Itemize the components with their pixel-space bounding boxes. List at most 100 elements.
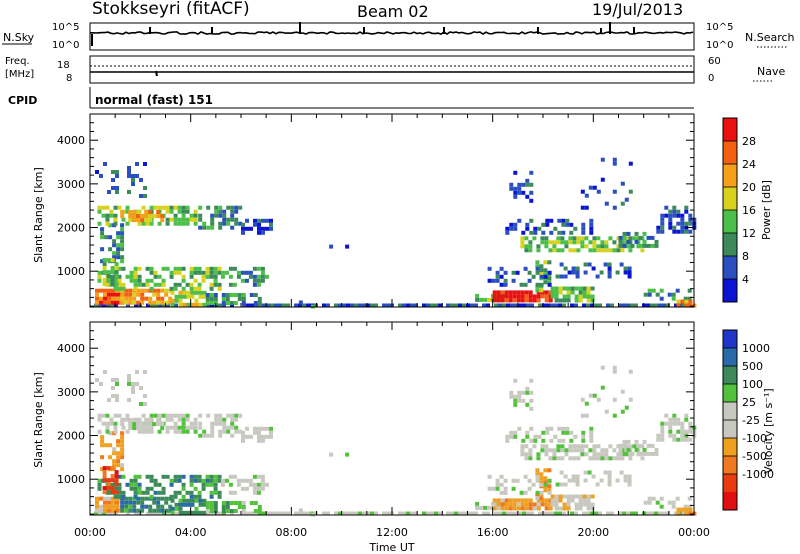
power-cell (139, 178, 143, 182)
velocity-cell (529, 426, 534, 431)
power-cell (568, 240, 573, 245)
power-colorbar-tick-label-3: 16 (742, 204, 756, 217)
power-cell (103, 296, 107, 301)
power-cell (554, 290, 559, 295)
power-cell (688, 303, 693, 308)
power-cell (539, 288, 544, 293)
nsky-spikes (91, 22, 635, 46)
power-cell (682, 303, 686, 308)
freq-label: Freq. (5, 56, 30, 67)
velocity-cell (426, 511, 430, 516)
velocity-cell (238, 429, 243, 434)
power-cell (241, 226, 245, 231)
velocity-cell (525, 430, 530, 435)
velocity-cell (115, 394, 119, 398)
power-cell (604, 244, 609, 249)
velocity-cell (655, 500, 660, 505)
velocity-cell (140, 496, 145, 501)
velocity-cell (525, 386, 530, 391)
power-cell (144, 288, 149, 293)
velocity-cell (115, 398, 119, 402)
velocity-cell (547, 484, 552, 489)
velocity-cell (209, 505, 214, 509)
velocity-cell (646, 511, 650, 516)
power-cell (111, 178, 115, 182)
velocity-cell (672, 421, 677, 426)
velocity-cell (170, 498, 175, 503)
power-cell (402, 303, 406, 308)
velocity-cell (164, 500, 169, 505)
velocity-cell (128, 504, 133, 509)
power-cell (634, 303, 638, 308)
power-cell (590, 294, 595, 299)
velocity-cell (382, 511, 386, 516)
power-cell (680, 225, 685, 230)
velocity-cell (165, 429, 170, 434)
power-cell (572, 248, 577, 253)
velocity-cell (105, 490, 110, 495)
power-cell (218, 225, 223, 230)
velocity-cell (562, 502, 567, 507)
power-cell (132, 292, 137, 297)
power-cell (500, 298, 505, 303)
velocity-cell (197, 490, 202, 495)
power-cell (161, 205, 166, 210)
velocity-cell (608, 456, 613, 461)
power-cell (612, 189, 617, 194)
velocity-cell (554, 502, 559, 507)
velocity-cell (129, 486, 134, 491)
velocity-cell (543, 480, 548, 485)
power-cell (169, 205, 174, 210)
velocity-cell (553, 434, 558, 439)
velocity-cell (500, 502, 505, 507)
power-cell (454, 303, 458, 308)
power-cell (133, 270, 138, 275)
power-cell (560, 248, 565, 253)
power-cell (674, 303, 678, 308)
velocity-cell (486, 511, 490, 516)
power-cell (492, 290, 497, 295)
velocity-cell (545, 426, 550, 431)
power-cell (382, 303, 386, 308)
velocity-cell (120, 447, 125, 452)
power-colorbar-swatch-5 (723, 164, 737, 188)
velocity-cell (586, 511, 590, 516)
velocity-cell (559, 470, 564, 475)
velocity-cell (584, 401, 589, 406)
velocity-cell (126, 511, 130, 516)
velocity-cell (234, 429, 239, 434)
velocity-cell (160, 508, 165, 513)
power-cell (105, 221, 110, 226)
power-cell (270, 303, 274, 308)
velocity-cell (511, 478, 516, 483)
power-cell (586, 294, 591, 299)
velocity-cell (113, 421, 118, 426)
velocity-cell (573, 434, 578, 439)
velocity-cell (538, 511, 542, 516)
power-cell (126, 303, 130, 308)
power-cell (181, 221, 186, 226)
velocity-cell (512, 502, 517, 507)
power-cell (492, 294, 497, 299)
power-cell (120, 210, 125, 215)
power-cell (103, 288, 107, 293)
velocity-cell (350, 511, 354, 516)
power-cell (182, 302, 187, 307)
velocity-cell (136, 422, 141, 427)
power-cell (136, 300, 141, 305)
power-cell (177, 270, 182, 275)
power-cell (109, 213, 114, 218)
velocity-cell (262, 511, 266, 516)
velocity-cell (547, 488, 552, 493)
velocity-cell (509, 430, 514, 435)
power-cell (124, 288, 129, 293)
velocity-cell (646, 443, 651, 448)
velocity-cell (596, 444, 601, 449)
power-cell (113, 286, 118, 291)
power-cell (575, 274, 580, 279)
power-cell (536, 290, 541, 295)
power-cell (121, 282, 126, 287)
velocity-cell (169, 478, 174, 483)
velocity-cell (132, 418, 137, 423)
